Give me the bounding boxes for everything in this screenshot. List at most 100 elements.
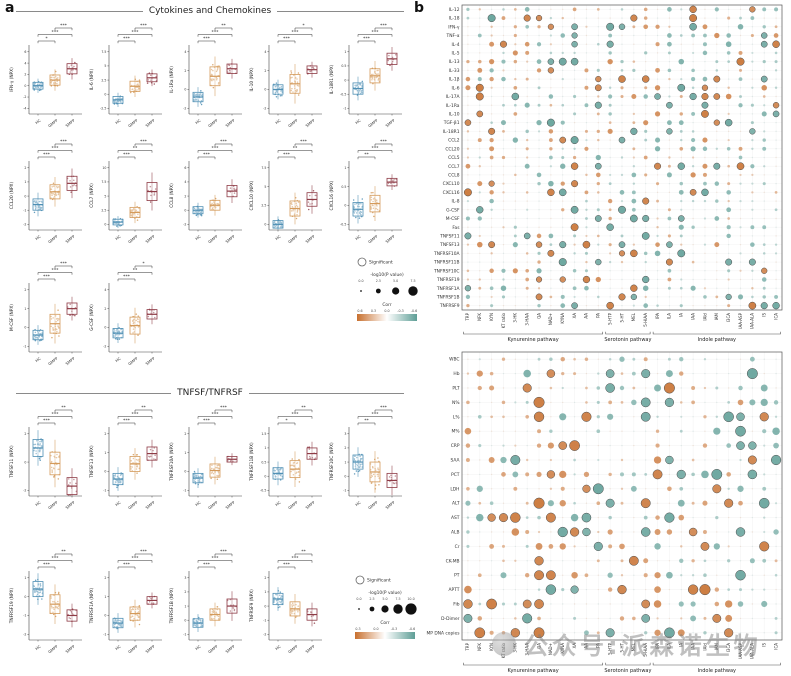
svg-text:CCL8: CCL8 (448, 172, 460, 178)
svg-text:IA: IA (679, 643, 684, 647)
svg-text:-2: -2 (183, 223, 186, 227)
svg-text:IL-13: IL-13 (449, 59, 460, 65)
corr-gradient-bar (355, 632, 415, 639)
svg-text:IA: IA (679, 313, 684, 317)
legend-top-svg: Significant -log10(P value) 0.0 2.5 5.0 7.5 Co… (357, 257, 418, 321)
x-category-label: GMPP (207, 117, 219, 128)
svg-text:-1: -1 (23, 614, 26, 618)
divider-line (248, 392, 405, 394)
svg-text:IAA: IAA (690, 643, 695, 650)
svg-text:*: * (285, 418, 288, 424)
box-HC (192, 202, 204, 218)
svg-text:***: *** (380, 405, 388, 411)
box-SMPP (66, 296, 78, 321)
svg-text:TNFRSF11B: TNFRSF11B (433, 260, 459, 266)
box-HC (112, 467, 124, 491)
svg-text:0: 0 (104, 470, 106, 474)
svg-text:6: 6 (184, 166, 186, 170)
svg-text:IL-1Ra: IL-1Ra (446, 103, 460, 109)
svg-text:***: *** (43, 418, 51, 424)
x-category-label: SMPP (144, 355, 156, 366)
box-SMPP (226, 591, 238, 621)
y-axis-title: CXCL16 (NPX) (329, 180, 335, 210)
svg-text:APTT: APTT (449, 587, 460, 593)
x-category-label: HC (274, 118, 282, 126)
svg-text:2: 2 (24, 73, 26, 77)
svg-text:MEL: MEL (631, 642, 636, 651)
y-tick-labels: -2 -1 0 1 2 (23, 166, 29, 227)
box-GMPP (129, 448, 141, 480)
legend-bottom: Significant -log10(P value) 0.0 2.5 5.0 7.5 10… (350, 572, 420, 662)
significance-brackets: ****** (277, 405, 313, 426)
x-category-label: SMPP (64, 117, 76, 128)
svg-text:0: 0 (344, 78, 346, 82)
significance-brackets: ******** (117, 405, 153, 426)
svg-text:0: 0 (104, 614, 106, 618)
x-category-label: SMPP (224, 117, 236, 128)
svg-text:ICA: ICA (773, 313, 778, 320)
box-GMPP (49, 69, 61, 91)
svg-text:XA: XA (572, 313, 577, 319)
svg-text:IL-17A: IL-17A (446, 94, 460, 100)
svg-text:IL-8: IL-8 (451, 199, 459, 205)
y-axis-title: TNFRSF9 (NPX) (249, 589, 255, 623)
svg-text:5-HIAA: 5-HIAA (643, 643, 648, 657)
svg-text:***: *** (300, 139, 308, 145)
svg-text:Fas: Fas (452, 225, 460, 231)
svg-text:***: *** (203, 418, 211, 424)
svg-text:***: *** (203, 152, 211, 158)
y-tick-labels: 0 2.5 5 7.5 (261, 166, 269, 227)
svg-text:-2: -2 (103, 345, 106, 349)
svg-text:***: *** (123, 418, 131, 424)
svg-text:-1: -1 (343, 489, 346, 493)
svg-text:***: *** (363, 36, 371, 42)
x-category-label: SMPP (384, 233, 396, 244)
x-category-label: SMPP (224, 643, 236, 654)
svg-text:TNFRSF9: TNFRSF9 (439, 303, 460, 309)
svg-text:N%: N% (452, 400, 459, 406)
svg-text:IPA: IPA (655, 643, 660, 649)
svg-text:**: ** (61, 549, 66, 555)
y-tick-labels: -4 -2 0 2 4 6 (23, 50, 29, 111)
panel-b-label: b (414, 0, 425, 16)
legend-bottom-svg: Significant -log10(P value) 0.0 2.5 5.0 7.5 10… (355, 575, 417, 639)
pathway-label: Serotonin pathway (604, 668, 651, 674)
svg-text:3-HAA: 3-HAA (524, 643, 529, 656)
svg-text:IS: IS (762, 313, 767, 317)
svg-text:1: 1 (344, 50, 346, 54)
significant-circle-icon (355, 575, 365, 585)
box-SMPP (386, 465, 398, 496)
svg-text:5-HTP: 5-HTP (607, 312, 612, 324)
svg-text:0: 0 (264, 604, 266, 608)
box-HC (272, 79, 284, 100)
svg-text:TRP: TRP (465, 312, 470, 321)
svg-text:0: 0 (104, 326, 106, 330)
box-GMPP (129, 307, 141, 344)
box-GMPP (49, 176, 61, 207)
box-GMPP (289, 594, 301, 624)
svg-text:-1: -1 (23, 208, 26, 212)
svg-text:IL-18: IL-18 (449, 16, 460, 22)
x-category-label: SMPP (144, 233, 156, 244)
y-axis-title: TNFRSF11B (NPX) (249, 442, 255, 482)
svg-text:***: *** (292, 30, 300, 36)
panel-a: a Cytokines and Chemokines TNFSF/TNFRSF … (5, 0, 418, 654)
svg-text:IL-12: IL-12 (449, 7, 460, 13)
svg-text:***: *** (140, 549, 148, 555)
x-category-label: SMPP (304, 233, 316, 244)
svg-text:IAM: IAM (714, 312, 719, 320)
svg-text:***: *** (220, 139, 228, 145)
y-axis-title: IL-6 (NPX) (89, 69, 95, 91)
x-category-label: HC (34, 644, 42, 652)
svg-text:***: *** (292, 412, 300, 418)
svg-text:*: * (302, 23, 305, 29)
svg-text:2.5: 2.5 (369, 597, 374, 601)
y-tick-labels: 0 2.5 5 7.5 10 (101, 166, 109, 227)
x-category-label: GMPP (47, 233, 59, 244)
significance-brackets: ********* (117, 23, 153, 44)
